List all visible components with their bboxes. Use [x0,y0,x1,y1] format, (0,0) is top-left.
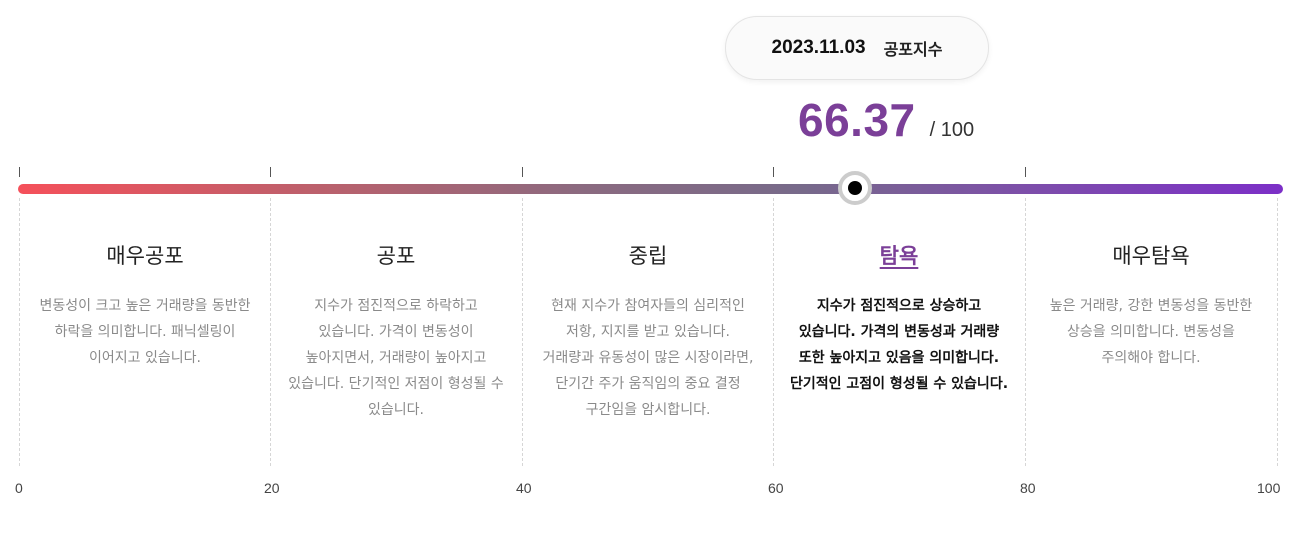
zone-title-active[interactable]: 탐욕 [879,244,919,268]
scale-tick-20 [270,167,271,177]
zone-description: 높은 거래량, 강한 변동성을 동반한 상승을 의미합니다. 변동성을 주의해야… [1049,298,1253,366]
zone-greed: 탐욕 지수가 점진적으로 상승하고 있습니다. 가격의 변동성과 거래량 또한 … [773,236,1025,397]
zone-extreme-greed: 매우탐욕 높은 거래량, 강한 변동성을 동반한 상승을 의미합니다. 변동성을… [1025,236,1277,371]
zone-title: 중립 [628,244,668,268]
gauge-gradient-bar [18,184,1283,194]
scale-tick-60 [773,167,774,177]
gauge-max: / 100 [929,119,975,141]
date-tooltip: 2023.11.03 공포지수 [725,16,989,80]
zone-description: 변동성이 크고 높은 거래량을 동반한 하락을 의미합니다. 패닉셀링이 이어지… [39,298,251,366]
zone-fear: 공포 지수가 점진적으로 하락하고 있습니다. 가격이 변동성이 높아지면서, … [270,236,522,423]
scale-label-40: 40 [516,480,532,496]
gauge-value-display: 66.37 / 100 [798,93,974,149]
tooltip-label: 공포지수 [883,40,943,59]
gauge-marker-dot [848,181,862,195]
zone-extreme-fear: 매우공포 변동성이 크고 높은 거래량을 동반한 하락을 의미합니다. 패닉셀링… [19,236,271,371]
gauge-value: 66.37 [798,94,916,146]
zone-description: 현재 지수가 참여자들의 심리적인 저항, 지지를 받고 있습니다. 거래량과 … [542,298,754,418]
tooltip-date: 2023.11.03 [771,37,866,58]
scale-label-100: 100 [1257,480,1281,496]
zone-title: 매우공포 [106,244,184,268]
zone-description: 지수가 점진적으로 상승하고 있습니다. 가격의 변동성과 거래량 또한 높아지… [790,298,1009,392]
zone-divider [1277,198,1278,466]
zone-divider [270,198,271,466]
gauge-marker[interactable] [838,171,872,205]
zone-divider [19,198,20,466]
scale-label-80: 80 [1020,480,1036,496]
scale-label-0: 0 [15,480,23,496]
scale-tick-80 [1025,167,1026,177]
zone-divider [773,198,774,466]
scale-label-20: 20 [264,480,280,496]
scale-label-60: 60 [768,480,784,496]
scale-tick-40 [522,167,523,177]
zone-description: 지수가 점진적으로 하락하고 있습니다. 가격이 변동성이 높아지면서, 거래량… [288,298,504,418]
zone-divider [522,198,523,466]
scale-tick-0 [19,167,20,177]
zone-neutral: 중립 현재 지수가 참여자들의 심리적인 저항, 지지를 받고 있습니다. 거래… [522,236,774,423]
zone-divider [1025,198,1026,466]
zone-title: 공포 [376,244,416,268]
zone-title: 매우탐욕 [1112,244,1190,268]
